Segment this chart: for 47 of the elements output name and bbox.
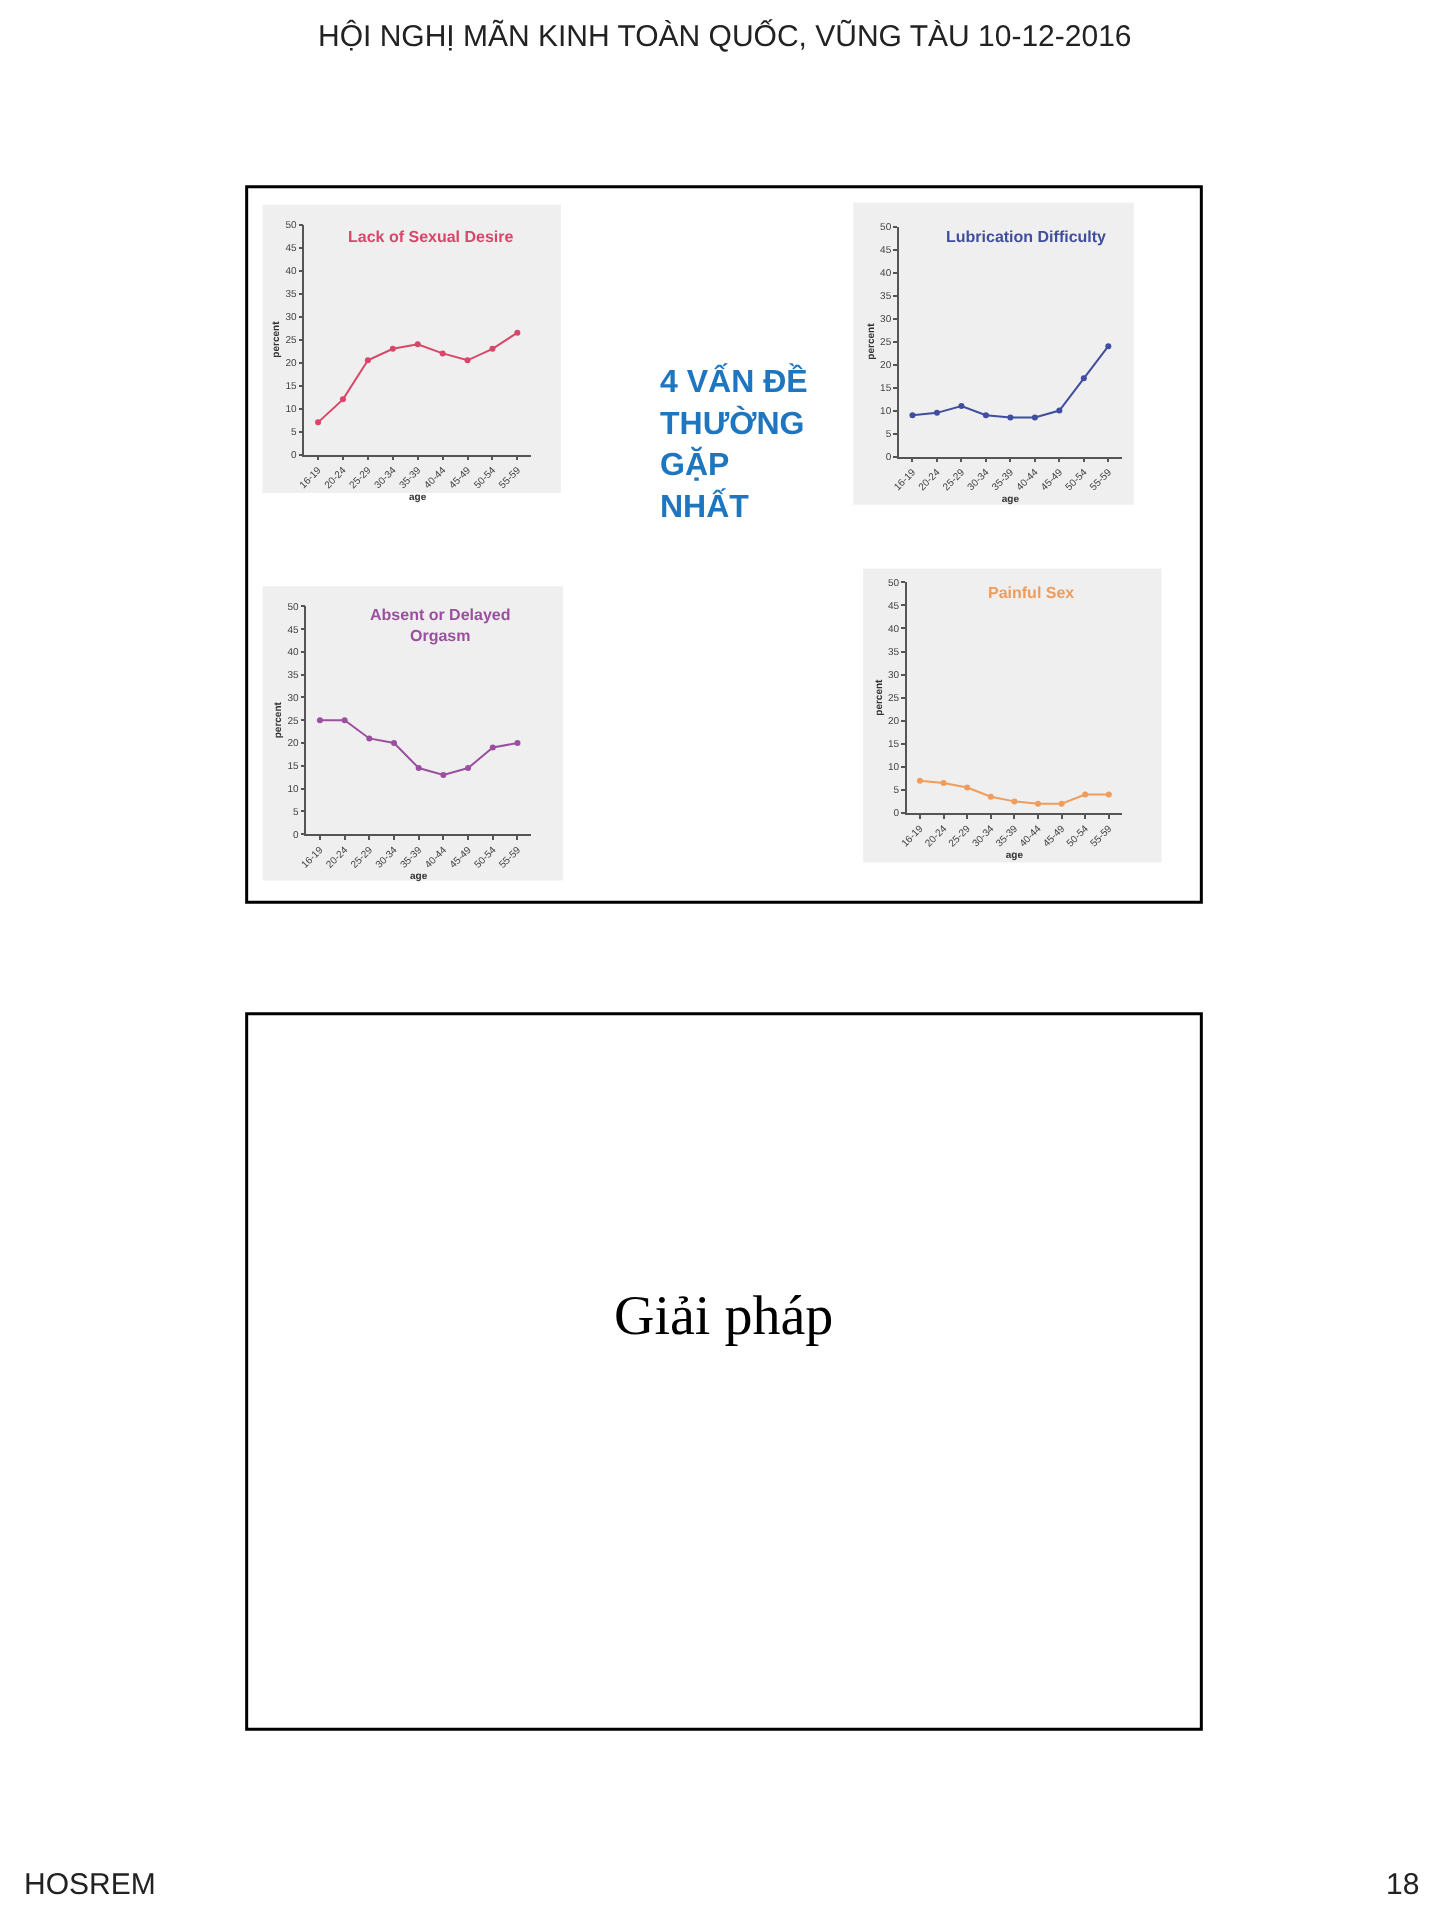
point bbox=[982, 412, 989, 419]
point bbox=[1058, 800, 1065, 807]
point bbox=[1007, 414, 1014, 421]
text: Giải pháp bbox=[614, 1286, 834, 1348]
text: HỘI NGHỊ MÃN KINH TOÀN QUỐC, VŨNG TÀU 10-12-2016 bbox=[318, 18, 1132, 54]
point bbox=[987, 793, 994, 800]
point bbox=[341, 717, 348, 724]
point bbox=[1011, 798, 1018, 805]
line-series bbox=[909, 343, 1112, 421]
text: Absent or Delayed Orgasm bbox=[370, 606, 511, 645]
chart-title: Painful Sex bbox=[988, 584, 1076, 602]
point bbox=[464, 357, 471, 364]
point bbox=[489, 345, 496, 352]
point bbox=[916, 777, 923, 784]
point bbox=[316, 717, 323, 724]
point bbox=[389, 345, 396, 352]
point bbox=[909, 412, 916, 419]
point bbox=[1034, 800, 1041, 807]
point bbox=[339, 396, 346, 403]
point bbox=[465, 765, 472, 772]
text: HOSREM bbox=[24, 1868, 156, 1902]
text: 18 bbox=[1386, 1868, 1420, 1902]
point bbox=[1105, 791, 1112, 798]
point bbox=[514, 329, 521, 336]
point bbox=[940, 779, 947, 786]
point bbox=[1105, 343, 1112, 350]
point bbox=[315, 419, 322, 426]
point bbox=[439, 350, 446, 357]
point bbox=[415, 765, 422, 772]
chart-title: Lack of Sexual Desire bbox=[348, 228, 515, 246]
point bbox=[364, 357, 371, 364]
point bbox=[489, 744, 496, 751]
point bbox=[1031, 414, 1038, 421]
line-series bbox=[315, 329, 521, 426]
point bbox=[366, 735, 373, 742]
point bbox=[964, 784, 971, 791]
point bbox=[1082, 791, 1089, 798]
point bbox=[391, 739, 398, 746]
point bbox=[1056, 407, 1063, 414]
point bbox=[440, 771, 447, 778]
text: 4 VẤN ĐỀ THƯỜNG GẶP NHẤT bbox=[660, 362, 809, 525]
point bbox=[933, 409, 940, 416]
point bbox=[514, 739, 521, 746]
point bbox=[958, 402, 965, 409]
point bbox=[1080, 375, 1087, 382]
point bbox=[414, 341, 421, 348]
chart-title: Lubrication Difficulty bbox=[946, 228, 1108, 246]
